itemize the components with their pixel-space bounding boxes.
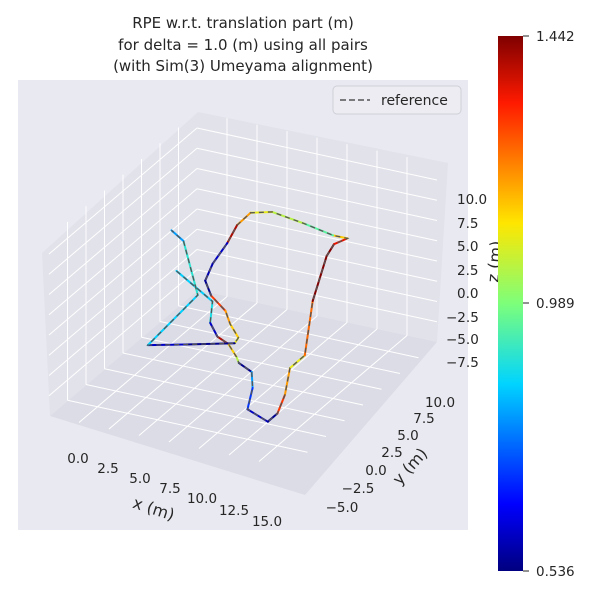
grid-line [178,305,419,359]
x-tick-label: 15.0 [252,514,282,530]
x-tick-label: 2.5 [97,461,118,477]
colorbar: 1.442 0.989 0.536 [498,29,575,580]
grid-line [141,336,382,390]
grid-line [196,147,438,201]
x-tick-labels: 0.0 2.5 5.0 7.5 10.0 12.5 15.0 [67,451,282,530]
grid-line [48,147,198,275]
title-line-2: for delta = 1.0 (m) using all pairs [118,36,368,54]
z-tick-label: 10.0 [457,192,487,208]
y-tick-label: 5.0 [397,428,418,444]
z-tick-label: −7.5 [446,355,479,371]
grid-line [48,127,198,255]
y-tick-label: 7.5 [413,411,434,427]
grid-line [48,249,198,376]
x-tick-label: 12.5 [219,503,249,519]
reference-trajectory [146,211,350,423]
y-tick-label: −2.5 [342,481,375,497]
y-tick-label: 0.0 [365,463,386,479]
trajectory-segment [303,300,314,357]
z-tick-label: 2.5 [457,263,478,279]
x-tick-label: 0.0 [67,451,88,467]
colorbar-gradient [498,36,523,571]
grid-line [85,384,327,437]
grid-line [104,368,345,422]
grid-line [196,249,438,302]
title-line-3: (with Sim(3) Umeyama alignment) [113,57,373,75]
legend: reference [332,85,462,115]
x-tick-label: 5.0 [129,471,150,487]
grid-line [196,269,438,323]
grid-line [196,127,438,181]
z-tick-label: −2.5 [446,310,479,326]
grid-line [67,399,308,453]
z-tick-label: 7.5 [457,216,478,232]
grid-lines [48,118,438,462]
grid-line [48,168,198,295]
legend-box [332,85,462,115]
y-tick-label: 2.5 [381,445,402,461]
z-tick-labels: 10.0 7.5 5.0 2.5 0.0 −2.5 −5.0 −7.5 [446,192,487,371]
x-tick-label: 7.5 [159,481,180,497]
colorbar-min-label: 0.536 [536,564,575,580]
y-tick-label: −5.0 [326,500,359,516]
grid-line [196,228,438,282]
grid-line [48,188,198,316]
grid-line [196,208,438,262]
legend-reference-label: reference [381,93,448,109]
y-tick-labels: −5.0 −2.5 0.0 2.5 5.0 7.5 10.0 [326,395,455,516]
grid-line [48,269,198,397]
grid-line [159,321,401,374]
back-left-pane [42,112,198,416]
y-tick-label: 10.0 [425,395,455,411]
colorbar-max-label: 1.442 [536,29,575,45]
x-tick-label: 10.0 [187,491,217,507]
grid-line [48,228,198,356]
grid-line [196,188,438,242]
z-tick-label: 0.0 [457,286,478,302]
title-line-1: RPE w.r.t. translation part (m) [132,14,354,32]
grid-line [122,352,364,406]
back-right-pane [198,112,448,342]
grid-line [196,168,438,221]
z-tick-label: 5.0 [457,239,478,255]
z-tick-label: −5.0 [446,332,479,348]
colorbar-mid-label: 0.989 [536,296,575,312]
trajectory [146,210,350,423]
